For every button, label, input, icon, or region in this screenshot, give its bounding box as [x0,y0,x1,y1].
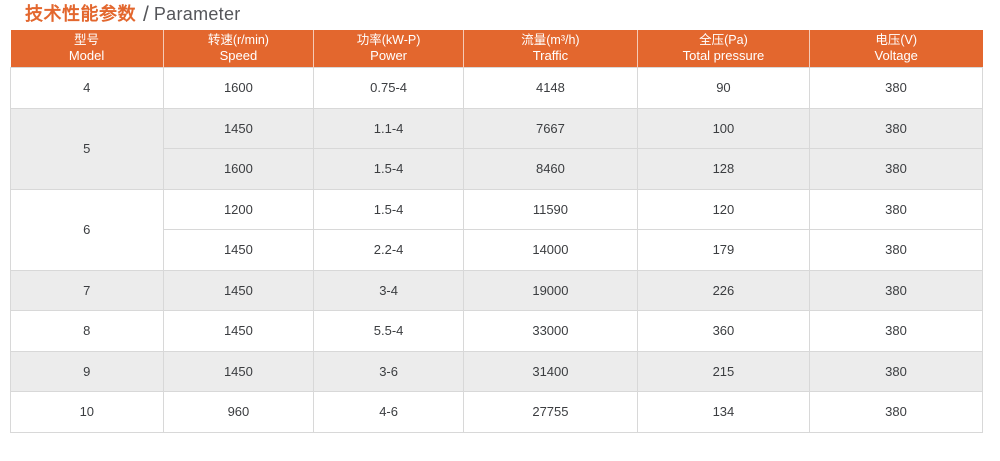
cell-power: 3-6 [313,350,464,392]
header-cell-speed: 转速(r/min) Speed [162,30,314,68]
table-row: 4 1600 0.75-4 4148 90 380 [10,67,984,109]
table-row: 1450 2.2-4 14000 179 380 [11,229,984,271]
header-cell-traffic: 流量(m³/h) Traffic [462,30,638,68]
cell-voltage: 380 [808,229,984,271]
cell-model: 7 [10,269,164,311]
cell-speed: 1600 [162,148,315,190]
cell-traffic: 31400 [462,350,638,392]
header-traffic-en: Traffic [532,48,569,63]
header-power-en: Power [370,48,408,63]
cell-voltage: 380 [808,148,984,190]
page-title: 技术性能参数 / Parameter [25,2,241,27]
table-row: 5 1450 1.1-4 7667 100 380 [10,107,984,190]
header-speed-en: Speed [219,48,258,63]
cell-speed: 1450 [162,310,315,352]
cell-model: 10 [10,391,164,433]
table-row: 6 1200 1.5-4 11590 120 380 [10,188,984,271]
cell-traffic: 14000 [462,229,638,271]
cell-pressure: 134 [636,391,810,433]
cell-power: 0.75-4 [313,67,464,109]
cell-pressure: 215 [636,350,810,392]
header-row: 型号 Model 转速(r/min) Speed 功率(kW-P) Power … [10,30,983,68]
table-body: 4 1600 0.75-4 4148 90 380 5 1450 1.1-4 7… [10,67,984,433]
cell-voltage: 380 [808,350,984,392]
header-speed-zh: 转速(r/min) [207,33,269,47]
cell-speed: 1450 [162,350,315,392]
cell-traffic: 4148 [462,67,638,109]
cell-voltage: 380 [808,67,984,109]
table-row: 10 960 4-6 27755 134 380 [10,391,984,433]
cell-traffic: 27755 [462,391,638,433]
parameter-table: 型号 Model 转速(r/min) Speed 功率(kW-P) Power … [10,30,984,433]
cell-pressure: 100 [636,107,810,149]
header-cell-pressure: 全压(Pa) Total pressure [636,30,810,68]
header-model-zh: 型号 [74,33,100,47]
cell-power: 1.5-4 [313,188,464,230]
header-cell-model: 型号 Model [10,30,164,68]
cell-pressure: 179 [636,229,810,271]
header-voltage-zh: 电压(V) [875,33,918,47]
table-header: 型号 Model 转速(r/min) Speed 功率(kW-P) Power … [10,30,983,68]
cell-model: 6 [10,188,164,271]
cell-traffic: 8460 [462,148,638,190]
cell-pressure: 120 [636,188,810,230]
cell-power: 1.1-4 [313,107,464,149]
cell-pressure: 226 [636,269,810,311]
cell-voltage: 380 [808,310,984,352]
cell-power: 1.5-4 [313,148,464,190]
cell-traffic: 19000 [462,269,638,311]
cell-traffic: 7667 [462,107,638,149]
cell-model: 5 [10,107,164,190]
header-model-en: Model [68,48,105,63]
cell-power: 3-4 [313,269,464,311]
cell-speed: 1450 [162,229,315,271]
cell-pressure: 360 [636,310,810,352]
table-row: 8 1450 5.5-4 33000 360 380 [10,310,984,352]
cell-power: 5.5-4 [313,310,464,352]
cell-speed: 1450 [162,107,315,149]
page-title-chinese: 技术性能参数 [25,4,136,24]
page-title-english: Parameter [153,4,241,24]
cell-traffic: 33000 [462,310,638,352]
header-cell-power: 功率(kW-P) Power [313,30,464,68]
cell-pressure: 128 [636,148,810,190]
cell-voltage: 380 [808,269,984,311]
cell-model: 8 [10,310,164,352]
cell-traffic: 11590 [462,188,638,230]
cell-pressure: 90 [636,67,810,109]
cell-speed: 1600 [162,67,315,109]
header-power-zh: 功率(kW-P) [356,33,421,47]
table-row: 1600 1.5-4 8460 128 380 [11,148,984,190]
cell-model: 4 [10,67,164,109]
table-row: 9 1450 3-6 31400 215 380 [10,350,984,392]
header-cell-voltage: 电压(V) Voltage [808,30,983,68]
cell-speed: 960 [162,391,315,433]
cell-voltage: 380 [808,391,984,433]
cell-power: 4-6 [313,391,464,433]
cell-voltage: 380 [808,107,984,149]
cell-voltage: 380 [808,188,984,230]
cell-power: 2.2-4 [313,229,464,271]
cell-model: 9 [10,350,164,392]
header-pressure-en: Total pressure [682,48,765,63]
cell-speed: 1200 [162,188,315,230]
table-row: 7 1450 3-4 19000 226 380 [10,269,984,311]
title-separator: / [143,3,149,26]
header-traffic-zh: 流量(m³/h) [521,33,580,47]
header-pressure-zh: 全压(Pa) [699,33,748,47]
cell-speed: 1450 [162,269,315,311]
header-voltage-en: Voltage [874,48,918,63]
